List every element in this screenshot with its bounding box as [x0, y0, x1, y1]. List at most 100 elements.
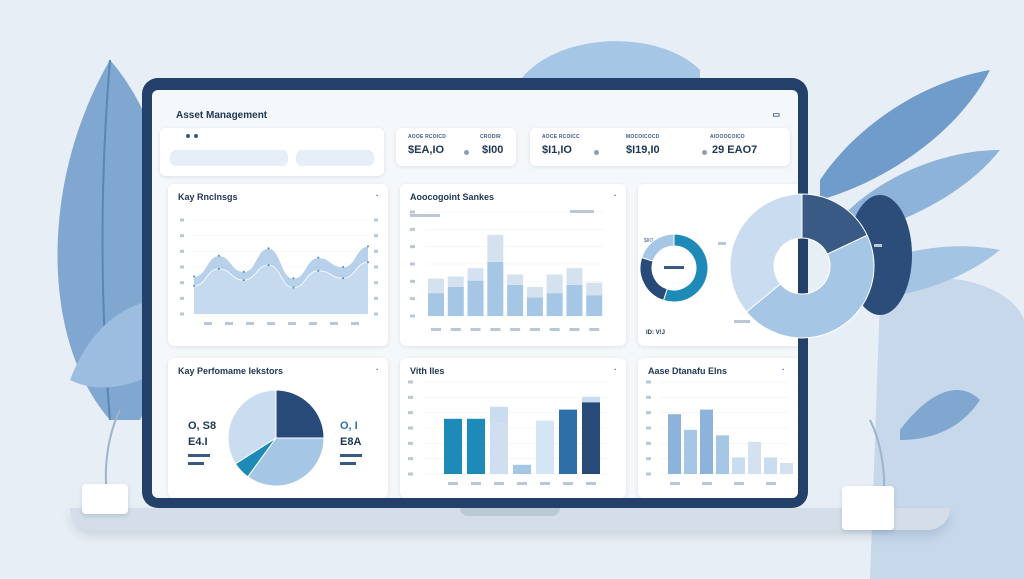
vith-panel: Vith Iles ▪ [400, 358, 626, 498]
y-tick-label [374, 249, 378, 253]
donut-label: ID: V!J [646, 330, 665, 336]
y-tick-label [646, 441, 651, 445]
search-input[interactable] [170, 150, 288, 166]
bar [467, 280, 484, 316]
y-tick-label [180, 218, 184, 222]
kpi-pie-chart [188, 389, 362, 487]
y-tick-label [374, 312, 378, 316]
bar [487, 261, 504, 316]
x-tick-label [351, 322, 359, 325]
dashboard: Asset Management ▭ AOOE RCOICD $EA,IO CR… [152, 90, 798, 498]
large-donut-slice [745, 234, 875, 339]
y-tick-label [180, 234, 184, 238]
stat-card-2[interactable]: $I00 [454, 128, 528, 166]
x-tick-label [267, 322, 275, 325]
kpi-value: E8A [340, 436, 362, 448]
panel-menu-icon[interactable]: ▪ [782, 367, 784, 373]
bar [700, 409, 713, 474]
panel-menu-icon[interactable]: ▪ [614, 193, 616, 199]
legend-label [718, 242, 726, 245]
x-tick-label [471, 482, 481, 485]
bar [559, 409, 577, 474]
kpi-value: E4.I [188, 436, 208, 448]
kpi-value: O, I [340, 420, 358, 432]
x-tick-label [517, 482, 527, 485]
data-point [367, 261, 369, 264]
x-tick-label [494, 482, 504, 485]
legend-label [410, 214, 440, 217]
y-tick-label [410, 245, 415, 249]
stat-card-1[interactable]: AOOE RCOICD $EA,IO CRODIR [396, 128, 516, 166]
kpi-panel: Kay Perfomame Iekstors ▪ O, S8 E4.I O, I… [168, 358, 388, 498]
x-tick-label [540, 482, 550, 485]
x-tick-label [204, 322, 212, 325]
stat-value: $I00 [482, 144, 504, 156]
panel-title: Aase Dtanafu Elns [648, 366, 728, 376]
window-control-icon[interactable]: ▭ [772, 110, 780, 119]
stat-value: 29 EAO7 [712, 144, 758, 156]
stacked-bar-chart [410, 210, 604, 331]
stat-value: $EA,IO [408, 144, 445, 156]
bullet-icon [702, 150, 707, 155]
y-tick-label [646, 472, 651, 476]
series-line [193, 245, 369, 279]
bar [764, 457, 777, 474]
large-donut-chart [729, 193, 882, 339]
x-tick-label [246, 322, 254, 325]
y-tick-label [410, 297, 415, 301]
data-point [193, 284, 195, 287]
bar-chart [646, 380, 793, 485]
panel-menu-icon[interactable]: ▪ [376, 367, 378, 373]
stat-label: AOOE RCOICD [408, 134, 447, 140]
panel-menu-icon[interactable]: ▪ [376, 193, 378, 199]
y-tick-label [408, 441, 413, 445]
data-point [242, 279, 245, 282]
x-tick-label [670, 482, 680, 485]
cup-left [82, 484, 128, 514]
y-tick-label [646, 395, 651, 399]
filter-dot-icon [186, 134, 190, 138]
filter-select[interactable] [296, 150, 374, 166]
data-point [367, 245, 369, 248]
y-tick-label [646, 426, 651, 430]
data-point [292, 286, 295, 289]
donut-center-label [664, 266, 684, 269]
y-tick-label [410, 227, 415, 231]
asset-series-panel: Aoocogoint Sankes ▪ [400, 184, 626, 346]
bar [582, 402, 600, 474]
legend-label [740, 320, 750, 323]
kpi-value: O, S8 [188, 420, 217, 432]
bar [780, 462, 793, 474]
series-line [193, 261, 369, 289]
x-tick-label [448, 482, 458, 485]
x-tick-label [563, 482, 573, 485]
data-point [217, 254, 220, 257]
stat-value: $I19,I0 [626, 144, 660, 156]
stat-card-3[interactable]: AOCE RCOICC $I1,IO MOCOICOCD $I19,I0 AIO… [530, 128, 790, 166]
bar [444, 418, 462, 474]
panel-title: Aoocogoint Sankes [410, 192, 495, 202]
y-tick-label [180, 281, 184, 285]
y-tick-label [180, 249, 184, 253]
stat-label: MOCOICOCD [626, 134, 660, 140]
data-point [317, 256, 320, 259]
y-tick-label [410, 262, 415, 266]
bar [684, 429, 697, 474]
y-tick-label [408, 457, 413, 461]
x-tick-label [330, 322, 338, 325]
y-tick-label [410, 314, 415, 318]
data-point [193, 275, 195, 278]
donut-slice [639, 256, 668, 301]
kpi-caption [340, 454, 362, 457]
y-tick-label [374, 234, 378, 238]
panel-menu-icon[interactable]: ▪ [614, 367, 616, 373]
x-tick-label [569, 328, 580, 331]
app-title: Asset Management [176, 110, 268, 121]
data-point [267, 264, 270, 267]
data-point [242, 270, 245, 273]
bar [668, 414, 681, 474]
y-tick-label [180, 265, 184, 269]
data-point [267, 247, 270, 250]
bar-stack [447, 276, 464, 287]
x-tick-label [225, 322, 233, 325]
